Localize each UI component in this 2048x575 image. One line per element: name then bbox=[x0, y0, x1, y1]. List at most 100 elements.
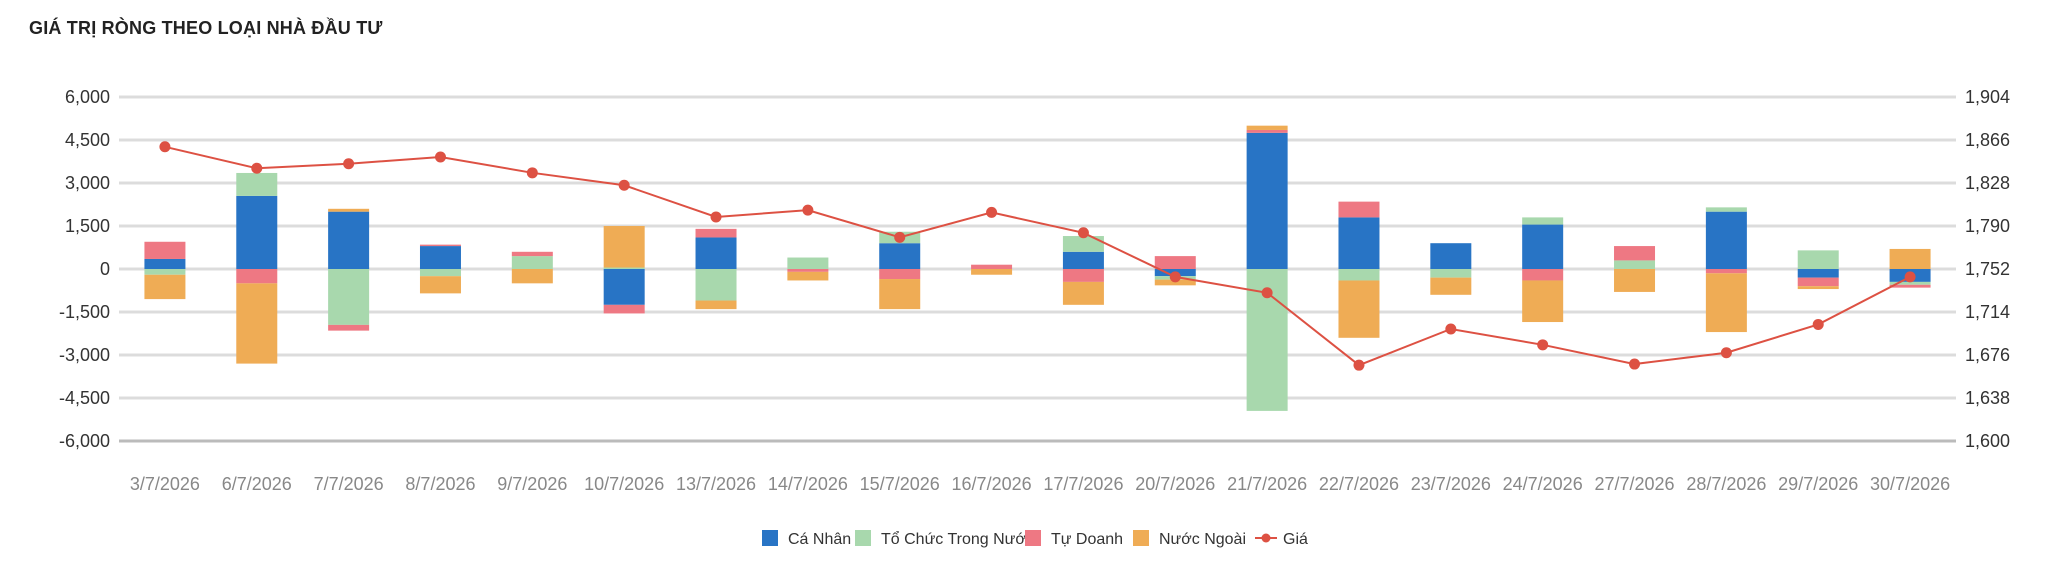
bar-segment bbox=[695, 300, 737, 310]
bar-segment bbox=[1889, 281, 1931, 285]
bar-segment bbox=[1338, 269, 1380, 281]
bar-segment bbox=[144, 269, 186, 275]
bar-segment bbox=[787, 269, 829, 272]
price-point bbox=[1537, 339, 1549, 351]
price-point bbox=[986, 206, 998, 218]
bar-segment bbox=[1705, 207, 1747, 212]
bar-segment bbox=[1797, 277, 1839, 287]
bar-segment bbox=[1246, 125, 1288, 130]
chart-title: GIÁ TRỊ RÒNG THEO LOẠI NHÀ ĐẦU TƯ bbox=[29, 18, 383, 38]
bar-segment bbox=[144, 241, 186, 259]
x-tick-label: 9/7/2026 bbox=[497, 474, 567, 494]
bar-segment bbox=[603, 267, 645, 269]
price-line-path bbox=[164, 145, 1911, 367]
x-tick-label: 21/7/2026 bbox=[1227, 474, 1307, 494]
bar-segment bbox=[1154, 256, 1196, 269]
bar-segment bbox=[1246, 132, 1288, 269]
bar-segment bbox=[1522, 224, 1564, 269]
bar-segment bbox=[879, 279, 921, 310]
bar-segment bbox=[1705, 273, 1747, 333]
bar-segment bbox=[971, 269, 1013, 275]
right-tick-label: 1,600 bbox=[1965, 431, 2010, 451]
x-axis-ticks: 3/7/2026 6/7/2026 7/7/2026 8/7/2026 9/7/2026… bbox=[130, 474, 1950, 494]
bar-segment bbox=[1062, 251, 1104, 269]
price-point bbox=[434, 151, 446, 163]
price-point bbox=[1629, 358, 1641, 370]
bar-segment bbox=[1522, 217, 1564, 225]
bar-segment bbox=[971, 264, 1013, 269]
bar-segment bbox=[1522, 269, 1564, 281]
bar-segment bbox=[144, 258, 186, 269]
left-tick-label: 4,500 bbox=[65, 130, 110, 150]
bar-segment bbox=[144, 274, 186, 300]
bar-segment bbox=[1430, 243, 1472, 269]
price-point bbox=[1904, 271, 1916, 283]
price-point bbox=[1353, 359, 1365, 371]
bar-segment bbox=[695, 228, 737, 238]
bar-series bbox=[144, 125, 1931, 411]
bar-segment bbox=[1338, 201, 1380, 218]
x-tick-label: 30/7/2026 bbox=[1870, 474, 1950, 494]
left-tick-label: 0 bbox=[100, 259, 110, 279]
price-point bbox=[894, 231, 906, 243]
x-tick-label: 13/7/2026 bbox=[676, 474, 756, 494]
bar-segment bbox=[695, 269, 737, 301]
legend-label: Nước Ngoài bbox=[1159, 531, 1246, 548]
bar-segment bbox=[236, 269, 278, 284]
bar-segment bbox=[879, 269, 921, 280]
left-tick-label: 3,000 bbox=[65, 173, 110, 193]
legend-label: Tổ Chức Trong Nước bbox=[881, 530, 1034, 548]
bar-segment bbox=[419, 269, 461, 277]
right-tick-label: 1,904 bbox=[1965, 87, 2010, 107]
bar-segment bbox=[419, 276, 461, 294]
price-point bbox=[618, 179, 630, 191]
bar-segment bbox=[603, 304, 645, 314]
bar-segment bbox=[603, 226, 645, 268]
legend-swatch bbox=[855, 530, 871, 546]
price-point bbox=[1169, 271, 1181, 283]
x-tick-label: 8/7/2026 bbox=[405, 474, 475, 494]
bar-segment bbox=[1430, 277, 1472, 295]
bar-segment bbox=[787, 257, 829, 269]
legend-label: Cá Nhân bbox=[788, 531, 851, 548]
x-tick-label: 10/7/2026 bbox=[584, 474, 664, 494]
bar-segment bbox=[236, 172, 278, 196]
legend-swatch bbox=[1133, 530, 1149, 546]
legend-label: Giá bbox=[1283, 531, 1308, 548]
legend-label: Tự Doanh bbox=[1051, 531, 1123, 548]
price-point bbox=[1445, 323, 1457, 335]
bar-segment bbox=[511, 251, 553, 257]
price-point bbox=[710, 211, 722, 223]
bar-segment bbox=[419, 246, 461, 269]
x-tick-label: 23/7/2026 bbox=[1411, 474, 1491, 494]
right-tick-label: 1,866 bbox=[1965, 130, 2010, 150]
right-tick-label: 1,752 bbox=[1965, 259, 2010, 279]
x-tick-label: 3/7/2026 bbox=[130, 474, 200, 494]
bar-segment bbox=[787, 271, 829, 281]
right-tick-label: 1,790 bbox=[1965, 216, 2010, 236]
right-axis-ticks: 1,904 1,866 1,828 1,790 1,752 1,714 1,676 1,638… bbox=[1965, 87, 2010, 451]
bar-segment bbox=[1430, 269, 1472, 278]
price-point bbox=[1261, 287, 1273, 299]
x-tick-label: 22/7/2026 bbox=[1319, 474, 1399, 494]
price-point bbox=[159, 141, 171, 153]
right-tick-label: 1,714 bbox=[1965, 302, 2010, 322]
legend-marker bbox=[1261, 533, 1271, 543]
left-tick-label: -3,000 bbox=[59, 345, 110, 365]
x-tick-label: 28/7/2026 bbox=[1686, 474, 1766, 494]
bar-segment bbox=[603, 269, 645, 305]
bar-segment bbox=[1062, 236, 1104, 252]
bar-segment bbox=[1062, 281, 1104, 305]
price-point bbox=[1077, 227, 1089, 239]
bar-segment bbox=[1246, 129, 1288, 133]
bar-segment bbox=[695, 237, 737, 269]
price-line bbox=[159, 141, 1916, 371]
price-point bbox=[1720, 347, 1732, 359]
bar-segment bbox=[1705, 269, 1747, 274]
legend-swatch bbox=[1025, 530, 1041, 546]
x-tick-label: 14/7/2026 bbox=[768, 474, 848, 494]
x-tick-label: 6/7/2026 bbox=[222, 474, 292, 494]
left-tick-label: 6,000 bbox=[65, 87, 110, 107]
x-tick-label: 27/7/2026 bbox=[1594, 474, 1674, 494]
